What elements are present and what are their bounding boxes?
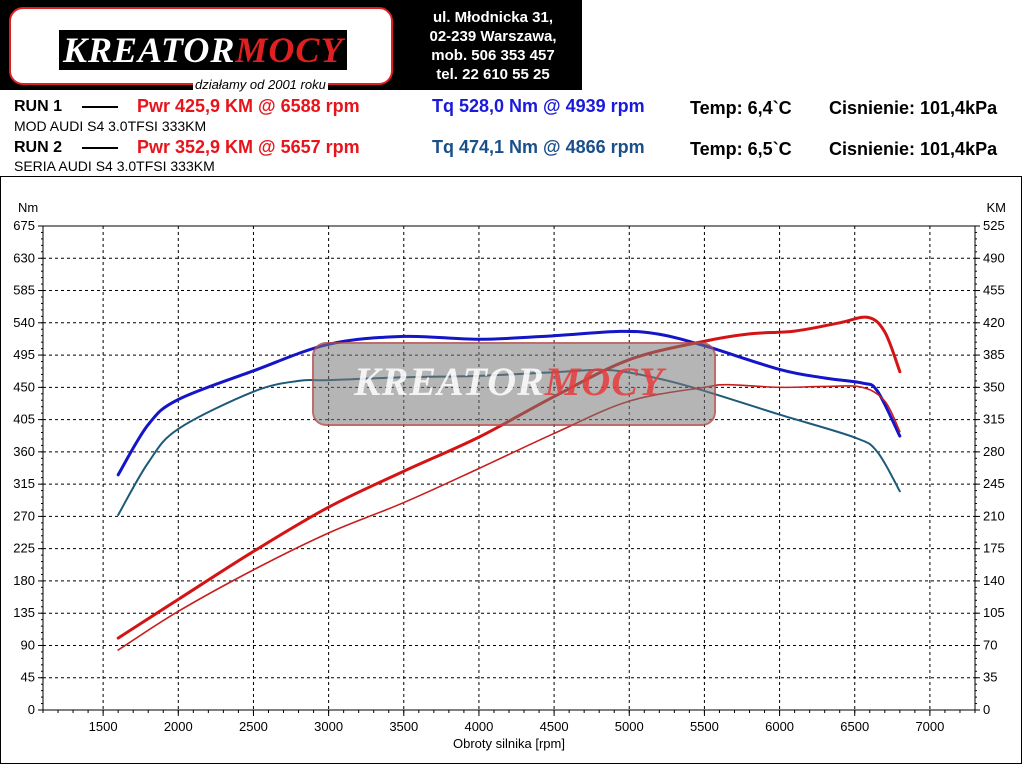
run1-power-curve [116,315,902,640]
run2-pressure: Cisnienie: 101,4kPa [829,139,998,159]
y-tick-label-left: 45 [21,670,35,685]
y-tick-label-left: 225 [13,541,35,556]
run1-legend-line [82,106,118,108]
address-block: ul. Młodnicka 31, 02-239 Warszawa, mob. … [408,8,578,84]
y-tick-label-right: 175 [983,541,1005,556]
y-axis-title-left: Nm [18,200,38,215]
run1-torque-curve [116,329,902,477]
logo-wordmark-main: KREATOR [63,30,236,70]
run1-temperature: Temp: 6,4`C [690,98,792,118]
run2-torque-summary: Tq 474,1 Nm @ 4866 rpm [432,137,645,157]
y-tick-label-left: 675 [13,218,35,233]
y-tick-label-right: 385 [983,347,1005,362]
y-tick-label-right: 350 [983,379,1005,394]
y-tick-label-left: 360 [13,444,35,459]
x-tick-label: 2000 [164,719,193,734]
dyno-chart-frame [0,176,1022,764]
run2-label: RUN 2 [14,139,63,156]
run2-temperature: Temp: 6,5`C [690,139,792,159]
y-tick-label-right: 315 [983,412,1005,427]
x-tick-label: 6500 [840,719,869,734]
y-tick-label-left: 540 [13,315,35,330]
y-tick-label-left: 270 [13,508,35,523]
x-axis-title: Obroty silnika [rpm] [453,736,565,751]
run2-legend-line [82,147,118,149]
y-axis-title-right: KM [987,200,1007,215]
logo-tagline: działamy od 2001 roku [193,77,328,92]
y-tick-label-left: 630 [13,250,35,265]
run2-torque-curve [117,368,901,516]
y-tick-label-right: 280 [983,444,1005,459]
run1-pressure: Cisnienie: 101,4kPa [829,98,998,118]
y-tick-label-right: 35 [983,670,997,685]
x-tick-label: 5500 [690,719,719,734]
y-tick-label-left: 495 [13,347,35,362]
address-line: tel. 22 610 55 25 [436,66,550,83]
address-line: ul. Młodnicka 31, [432,9,554,26]
plot-area [42,225,976,711]
run1-description: MOD AUDI S4 3.0TFSI 333KM [14,118,207,134]
x-tick-label: 6000 [765,719,794,734]
run2-power-summary: Pwr 352,9 KM @ 5657 rpm [137,137,360,157]
x-tick-label: 1500 [89,719,118,734]
logo-header: KREATORMOCY działamy od 2001 roku ul. Mł… [0,0,582,92]
run1-power-summary: Pwr 425,9 KM @ 6588 rpm [137,96,360,116]
y-tick-label-right: 0 [983,702,990,717]
run1-torque-summary: Tq 528,0 Nm @ 4939 rpm [432,96,645,116]
logo-wordmark: KREATORMOCY [59,29,348,71]
y-tick-label-right: 70 [983,637,997,652]
address-line: 02-239 Warszawa, [429,28,557,45]
y-tick-label-right: 420 [983,315,1005,330]
y-tick-label-left: 315 [13,476,35,491]
y-tick-label-right: 455 [983,283,1005,298]
y-tick-label-left: 135 [13,605,35,620]
y-tick-label-left: 450 [13,379,35,394]
y-tick-label-right: 210 [983,508,1005,523]
y-tick-label-right: 490 [983,250,1005,265]
logo-badge: KREATORMOCY działamy od 2001 roku [9,7,393,92]
y-tick-label-left: 405 [13,412,35,427]
y-tick-label-left: 90 [21,637,35,652]
run2-description: SERIA AUDI S4 3.0TFSI 333KM [14,158,215,174]
y-tick-label-right: 105 [983,605,1005,620]
x-tick-label: 3000 [314,719,343,734]
x-tick-label: 5000 [615,719,644,734]
address-line: mob. 506 353 457 [431,47,555,64]
x-tick-label: 4000 [464,719,493,734]
y-tick-label-right: 245 [983,476,1005,491]
y-tick-label-right: 140 [983,573,1005,588]
y-tick-label-left: 0 [28,702,35,717]
logo-wordmark-accent: MOCY [235,30,344,70]
x-tick-label: 4500 [540,719,569,734]
y-tick-label-left: 180 [13,573,35,588]
x-tick-label: 7000 [915,719,944,734]
x-tick-label: 2500 [239,719,268,734]
run2-power-curve [117,383,901,651]
run1-label: RUN 1 [14,98,63,115]
y-tick-label-left: 585 [13,283,35,298]
x-tick-label: 3500 [389,719,418,734]
y-tick-label-right: 525 [983,218,1005,233]
